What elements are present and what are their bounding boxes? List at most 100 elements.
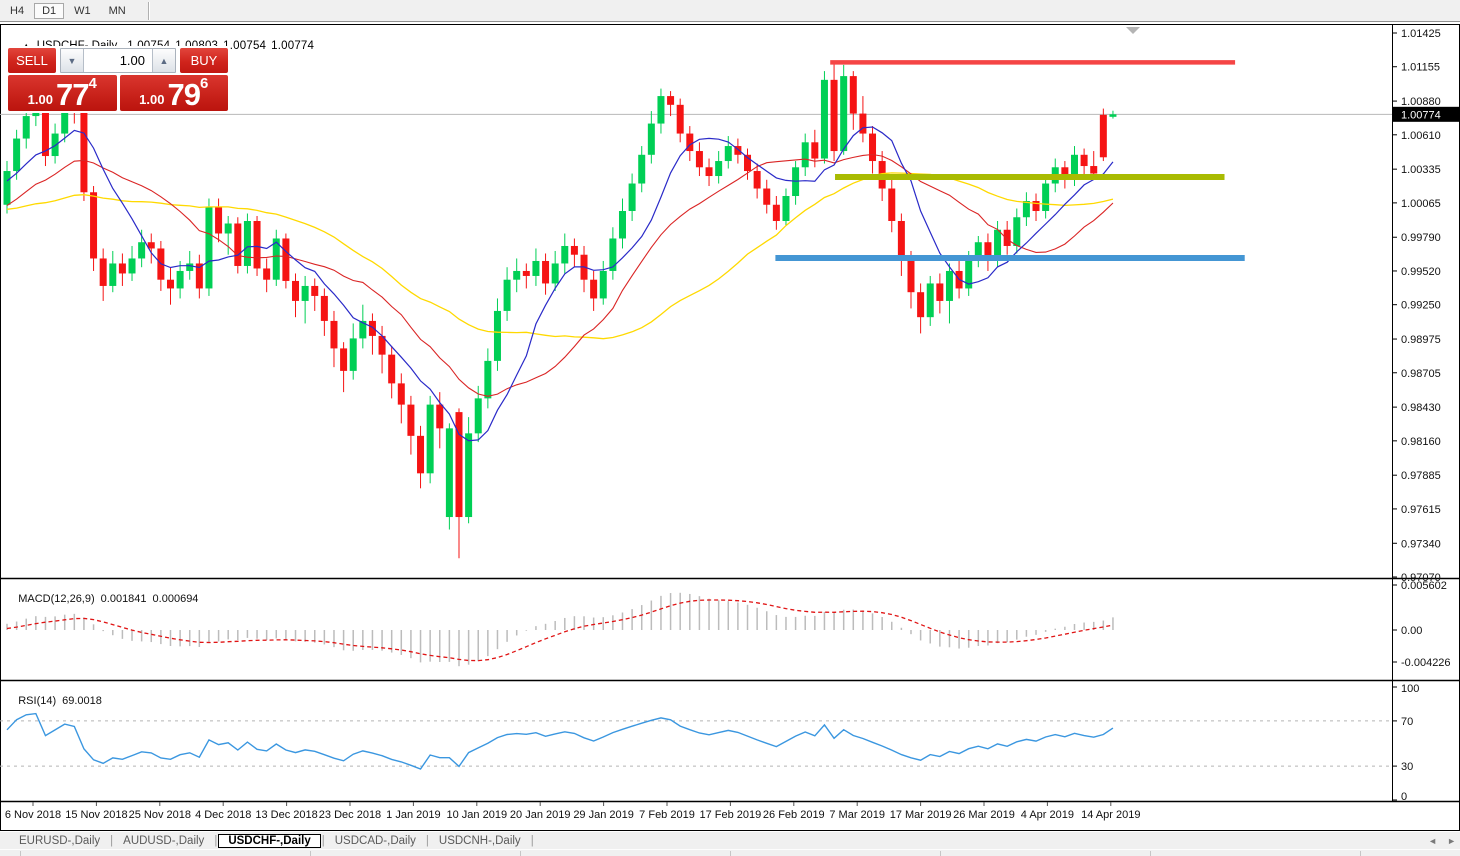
rsi-axis-label: 70 xyxy=(1401,716,1413,728)
arrow-up-icon: ▲ xyxy=(159,55,169,66)
chart-tabs-bar: EURUSD-,Daily | AUDUSD-,Daily | USDCHF-,Dail… xyxy=(0,832,1460,849)
date-tick-label: 29 Jan 2019 xyxy=(573,809,634,821)
date-tick-label: 13 Dec 2018 xyxy=(255,809,317,821)
price-tick-label: 1.00610 xyxy=(1401,130,1441,142)
tabs-scroll-right-icon[interactable]: ► xyxy=(1447,835,1456,846)
chart-tab-usdchf[interactable]: USDCHF-,Daily xyxy=(218,833,321,848)
price-tick-label: 0.97340 xyxy=(1401,538,1441,550)
price-tick-label: 1.00880 xyxy=(1401,96,1441,108)
date-tick-label: 15 Nov 2018 xyxy=(65,809,127,821)
chart-tab-audusd[interactable]: AUDUSD-,Daily xyxy=(123,834,205,847)
ma-fast-line xyxy=(6,126,1114,442)
timeframe-mn[interactable]: MN xyxy=(108,4,126,17)
price-tick-label: 0.98975 xyxy=(1401,334,1441,346)
price-tick-label: 1.00335 xyxy=(1401,164,1441,176)
date-tick-label: 14 Apr 2019 xyxy=(1081,809,1140,821)
sell-price-box[interactable]: 1.00 77 4 xyxy=(8,75,117,111)
timeframe-w1[interactable]: W1 xyxy=(74,4,91,17)
macd-pane: 0.005602 0.00 -0.004226 xyxy=(6,580,1451,669)
date-tick-label: 1 Jan 2019 xyxy=(386,809,440,821)
date-tick-label: 17 Feb 2019 xyxy=(700,809,762,821)
current-price-tag xyxy=(1393,106,1459,122)
price-tick-label: 0.99790 xyxy=(1401,232,1441,244)
ma-mid-line-layer xyxy=(6,153,1114,397)
buy-price-sup: 6 xyxy=(199,75,209,92)
date-tick-label: 25 Nov 2018 xyxy=(129,809,191,821)
price-tick-label: 0.97070 xyxy=(1401,572,1441,584)
sell-price-big: 77 xyxy=(55,77,89,112)
macd-signal-line xyxy=(6,599,1114,662)
date-tick-label: 17 Mar 2019 xyxy=(890,809,952,821)
macd-label: MACD(12,26,9) 0.001841 0.000694 xyxy=(18,593,199,605)
rsi-axis-label: 0 xyxy=(1401,791,1407,803)
rsi-line xyxy=(6,712,1114,770)
price-tick-label: 0.99250 xyxy=(1401,300,1441,312)
rsi-axis-label: 100 xyxy=(1401,683,1419,695)
price-axis: 1.01425 1.01155 1.00880 1.00610 1.00335 1.000… xyxy=(1392,28,1459,584)
price-tick-label: 0.98430 xyxy=(1401,402,1441,414)
chart-shift-marker-icon[interactable] xyxy=(1126,27,1140,34)
chart-tab-usdcnh[interactable]: USDCNH-,Daily xyxy=(438,834,521,847)
ma-fast-line-layer xyxy=(6,126,1114,442)
tabs-scroll-left-icon[interactable]: ◄ xyxy=(1428,835,1438,846)
arrow-down-icon: ▼ xyxy=(67,55,77,66)
date-tick-label: 20 Jan 2019 xyxy=(510,809,571,821)
price-tick-label: 0.97885 xyxy=(1401,470,1441,482)
price-tick-label: 0.98160 xyxy=(1401,436,1441,448)
ma-mid-line xyxy=(6,153,1114,397)
volume-decrease-button[interactable]: ▼ xyxy=(61,49,84,72)
object-lines-layer xyxy=(775,60,1245,261)
one-click-trading-panel: SELL ▼ 1.00 ▲ BUY 1.00 77 4 1.00 79 6 xyxy=(6,46,230,113)
date-tick-label: 7 Feb 2019 xyxy=(639,809,695,821)
rsi-value: 69.0018 xyxy=(62,695,102,707)
rsi-pane: 100 70 30 0 xyxy=(0,683,1419,803)
chart-tab-eurusd[interactable]: EURUSD-,Daily xyxy=(19,834,101,847)
price-tick-label: 0.99520 xyxy=(1401,266,1441,278)
tab-separator: | xyxy=(110,834,114,847)
candles-layer xyxy=(3,63,1117,559)
buy-price-box[interactable]: 1.00 79 6 xyxy=(119,75,228,112)
rsi-label: RSI(14) 69.0018 xyxy=(18,695,102,707)
volume-input[interactable]: 1.00 xyxy=(84,49,152,72)
price-tick-label: 1.01155 xyxy=(1401,62,1440,74)
buy-price-big: 79 xyxy=(167,77,200,112)
date-tick-label: 4 Apr 2019 xyxy=(1021,809,1074,821)
date-tick-label: 10 Jan 2019 xyxy=(447,809,508,821)
date-tick-label: 26 Mar 2019 xyxy=(953,809,1015,821)
timeframe-toolbar: H4 D1 W1 MN xyxy=(0,0,1460,22)
price-tick-label: 0.98705 xyxy=(1401,368,1441,380)
rsi-axis-label: 30 xyxy=(1401,761,1413,773)
tab-separator: | xyxy=(321,834,325,847)
date-tick-label: 26 Feb 2019 xyxy=(763,809,825,821)
macd-value-main: 0.001841 xyxy=(100,593,147,605)
status-bar xyxy=(0,849,1460,856)
macd-axis-label: -0.004226 xyxy=(1401,657,1451,669)
chart-tab-usdcad[interactable]: USDCAD-,Daily xyxy=(334,834,416,847)
volume-stepper: ▼ 1.00 ▲ xyxy=(60,48,176,73)
sell-price-sup: 4 xyxy=(88,75,97,92)
date-tick-label: 7 Mar 2019 xyxy=(829,809,885,821)
macd-axis-label: 0.005602 xyxy=(1401,580,1447,592)
date-tick-label: 6 Nov 2018 xyxy=(5,809,61,821)
price-tick-label: 1.00065 xyxy=(1401,198,1441,210)
buy-price-small: 1.00 xyxy=(139,92,165,107)
tab-separator: | xyxy=(214,834,218,847)
toolbar-separator xyxy=(147,1,149,20)
sell-button[interactable]: SELL xyxy=(8,48,56,73)
date-axis: 6 Nov 2018 15 Nov 2018 25 Nov 2018 4 Dec 20… xyxy=(5,802,1140,821)
buy-button[interactable]: BUY xyxy=(180,48,228,73)
tab-separator: | xyxy=(530,834,534,847)
date-tick-label: 23 Dec 2018 xyxy=(319,809,381,821)
price-tick-label: 1.01425 xyxy=(1401,28,1441,40)
date-tick-label: 4 Dec 2018 xyxy=(195,809,251,821)
sell-price-small: 1.00 xyxy=(27,92,53,107)
macd-value-signal: 0.000694 xyxy=(152,593,199,605)
macd-axis-label: 0.00 xyxy=(1401,625,1422,637)
price-tick-label: 0.97615 xyxy=(1401,504,1441,516)
timeframe-d1[interactable]: D1 xyxy=(34,2,65,19)
volume-increase-button[interactable]: ▲ xyxy=(152,49,175,72)
timeframe-h4[interactable]: H4 xyxy=(10,4,25,17)
chart-window-frame xyxy=(0,24,1460,831)
